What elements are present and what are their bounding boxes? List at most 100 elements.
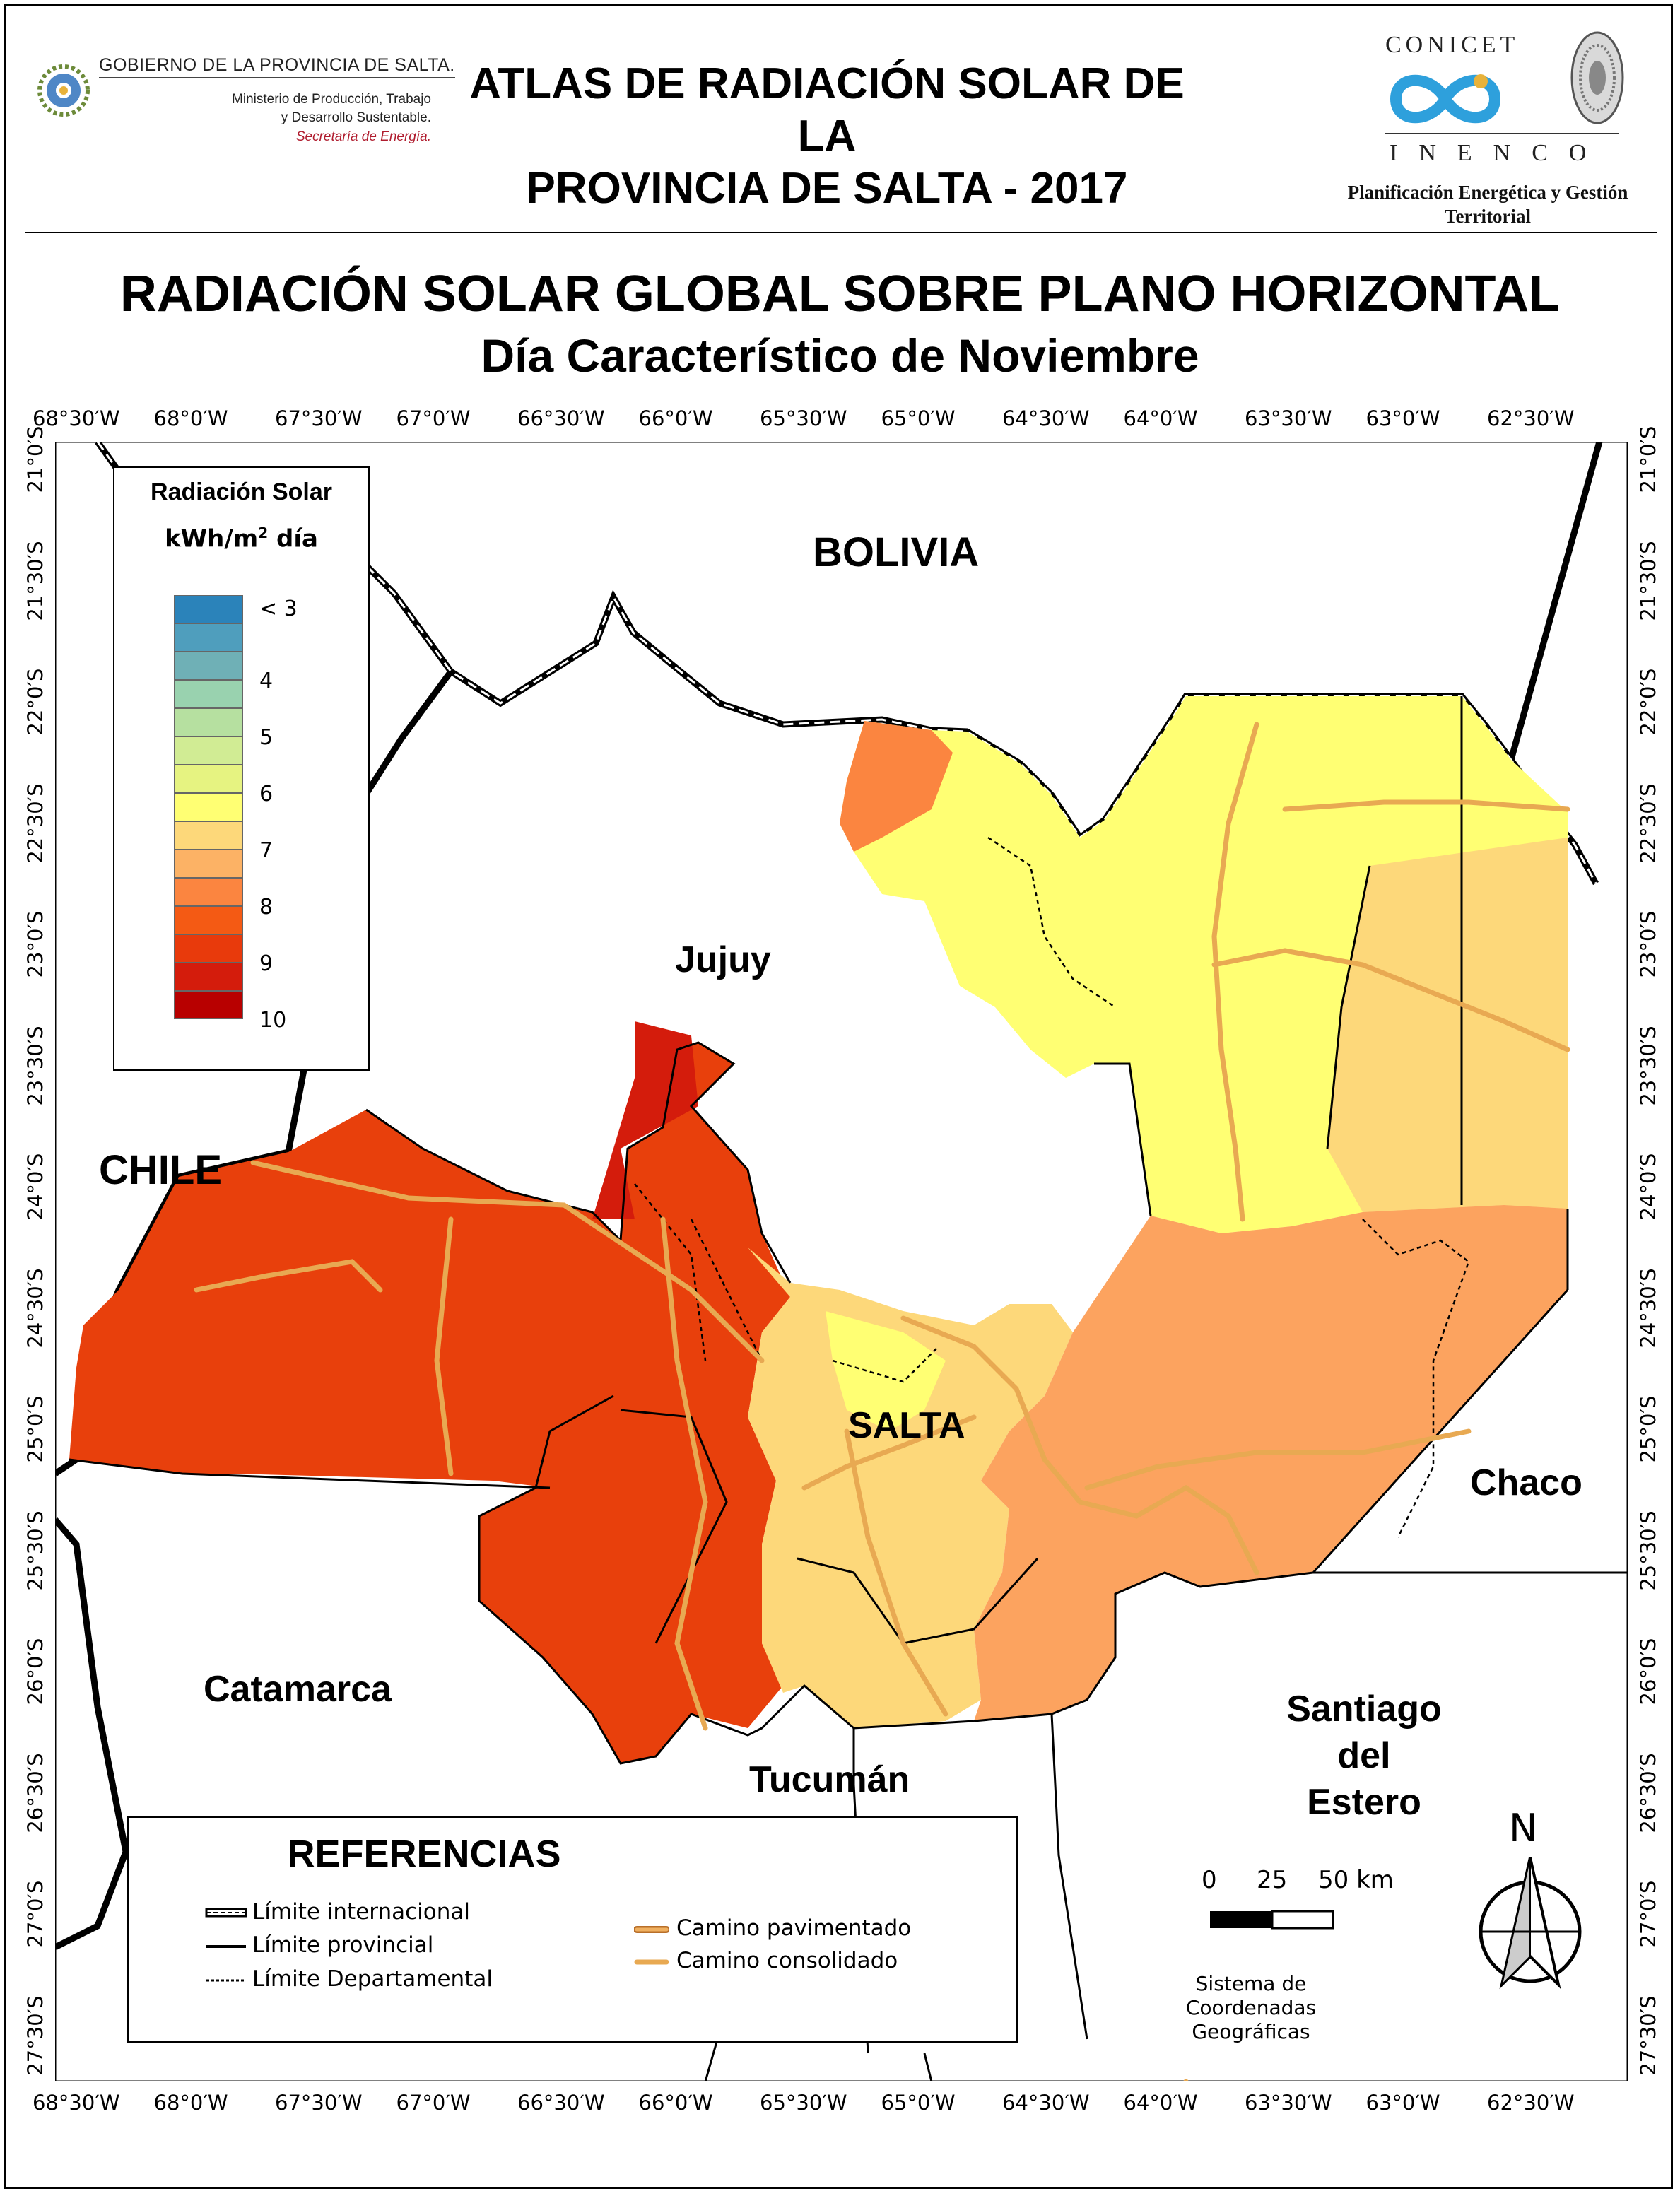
latitude-tick-label: 26°30′S [1636, 1752, 1660, 1833]
latitude-tick-label: 22°0′S [1636, 668, 1660, 736]
latitude-tick-label: 26°30′S [23, 1752, 47, 1833]
solar-radiation-map [55, 442, 1628, 2081]
legend-swatch-label: 5 [259, 725, 274, 750]
latitude-tick-label: 21°30′S [23, 540, 47, 621]
latitude-tick-label: 22°30′S [1636, 782, 1660, 864]
legend-swatch [174, 934, 243, 963]
latitude-tick-label: 22°0′S [23, 668, 47, 736]
scale-label-50: 50 km [1318, 1866, 1394, 1894]
legend-swatch [174, 708, 243, 736]
dept-border-symbol [206, 1979, 246, 1982]
north-arrow-icon [1479, 1857, 1582, 1990]
salta-catamarca-west [69, 1458, 551, 1489]
secretaria-energia: Secretaría de Energía. [295, 129, 431, 144]
bolivia-paraguay-border [1508, 442, 1603, 761]
salta-jujuy-east [1094, 1062, 1152, 1216]
legend-swatch [174, 906, 243, 934]
label-chaco: Chaco [1470, 1462, 1582, 1503]
departmental-boundaries [634, 836, 1470, 1538]
prov-border-symbol [206, 1945, 246, 1948]
legend-swatch [174, 991, 243, 1019]
label-chile: CHILE [99, 1147, 222, 1193]
longitude-tick-label: 65°30′W [760, 406, 847, 430]
road-ruta-51 [250, 1160, 765, 1363]
road-ruta-16 [1084, 1428, 1472, 1491]
longitude-tick-label: 66°0′W [638, 406, 713, 430]
latitude-tick-label: 23°30′S [1636, 1025, 1660, 1106]
road-west-2 [194, 1259, 383, 1293]
legend-swatch [174, 963, 243, 991]
consolidated-road-symbol [634, 1959, 669, 1965]
latitude-tick-label: 24°30′S [1636, 1267, 1660, 1349]
ref-dept-label: Límite Departamental [252, 1966, 493, 1992]
latitude-tick-label: 23°0′S [23, 910, 47, 978]
tucuman-border-east [1050, 1713, 1088, 2040]
label-jujuy: Jujuy [675, 939, 771, 980]
scale-label-0: 0 [1202, 1866, 1217, 1894]
zone-north-orange [840, 721, 953, 852]
coord-sys-line1: Sistema de Coordenadas [1185, 1972, 1317, 2019]
longitude-tick-label: 63°0′W [1365, 2091, 1440, 2115]
page-frame [4, 4, 1673, 2189]
zone-east-light [1327, 838, 1568, 1212]
legend-title: Radiación Solar [151, 478, 332, 505]
inenco-sub-line2: Territorial [1445, 206, 1531, 227]
intl-border-inner [96, 442, 1597, 884]
longitude-tick-label: 68°30′W [33, 406, 120, 430]
latitude-tick-label: 27°30′S [23, 1995, 47, 2076]
paved-road-symbol [634, 1926, 669, 1933]
inenco-subtitle: Planificación Energética y Gestión Terri… [1322, 180, 1654, 228]
zone-central-yellow [826, 1311, 946, 1431]
radiation-legend: Radiación Solar kWh/m2 día < 3 4 5 6 7 8 9 10 [113, 466, 370, 1071]
legend-swatch [174, 765, 243, 793]
dept-line-west [620, 1409, 728, 1644]
longitude-tick-label: 64°30′W [1002, 2091, 1090, 2115]
latitude-tick-label: 24°0′S [1636, 1153, 1660, 1221]
latitude-tick-label: 27°30′S [1636, 1995, 1660, 2076]
references-box: REFERENCIAS Límite internacional Límite … [127, 1816, 1018, 2043]
latitude-tick-label: 21°30′S [1636, 540, 1660, 621]
dept-line-east-2 [1326, 865, 1371, 1149]
scale-bar [1210, 1910, 1334, 1930]
conicet-inenco-logo: CONICET INENCO Planificación Energética … [1322, 28, 1654, 233]
longitude-tick-label: 66°30′W [517, 2091, 605, 2115]
zone-very-high-radiation [592, 1021, 698, 1219]
coord-sys-line2: Geográficas [1192, 2020, 1310, 2043]
atlas-title: ATLAS DE RADIACIÓN SOLAR DE LA PROVINCIA… [452, 58, 1202, 215]
road-ruta-34 [1211, 722, 1259, 1222]
zone-central-valley [748, 1247, 1073, 1728]
longitude-tick-label: 67°30′W [275, 406, 363, 430]
road-north-east [1282, 799, 1570, 812]
longitude-tick-label: 65°30′W [760, 2091, 847, 2115]
salta-jujuy-west [365, 1041, 792, 1284]
north-label: N [1509, 1806, 1538, 1850]
map-title: RADIACIÓN SOLAR GLOBAL SOBRE PLANO HORIZ… [119, 266, 1561, 322]
ministry-line2: y Desarrollo Sustentable. [281, 110, 431, 125]
longitude-tick-label: 68°0′W [153, 2091, 228, 2115]
ref-prov-label: Límite provincial [252, 1932, 434, 1958]
longitude-tick-label: 65°0′W [881, 406, 956, 430]
longitude-tick-label: 65°0′W [881, 2091, 956, 2115]
latitude-tick-label: 24°30′S [23, 1267, 47, 1349]
longitude-tick-label: 63°30′W [1245, 406, 1332, 430]
longitude-tick-label: 67°0′W [396, 2091, 471, 2115]
longitude-tick-label: 68°0′W [153, 406, 228, 430]
longitude-tick-label: 64°0′W [1123, 2091, 1198, 2115]
legend-swatch-label: 6 [259, 782, 274, 806]
latitude-tick-label: 25°0′S [1636, 1395, 1660, 1463]
santiago-line3: Estero [1307, 1782, 1421, 1823]
legend-swatch-label: 7 [259, 838, 274, 863]
ref-intl-label: Límite internacional [252, 1899, 470, 1925]
longitude-tick-label: 68°30′W [33, 2091, 120, 2115]
ministry-line1: Ministerio de Producción, Trabajo [232, 92, 431, 107]
latitude-tick-label: 25°30′S [1636, 1510, 1660, 1591]
latitude-tick-label: 22°30′S [23, 782, 47, 864]
salta-emblem-icon [37, 64, 90, 117]
latitude-tick-label: 27°0′S [1636, 1880, 1660, 1948]
legend-swatch [174, 878, 243, 906]
roads [194, 722, 1570, 2081]
longitude-tick-label: 63°30′W [1245, 2091, 1332, 2115]
conicet-infinity-icon [1390, 74, 1501, 124]
longitude-tick-label: 62°30′W [1487, 406, 1575, 430]
inenco-seal-icon [1570, 31, 1624, 124]
